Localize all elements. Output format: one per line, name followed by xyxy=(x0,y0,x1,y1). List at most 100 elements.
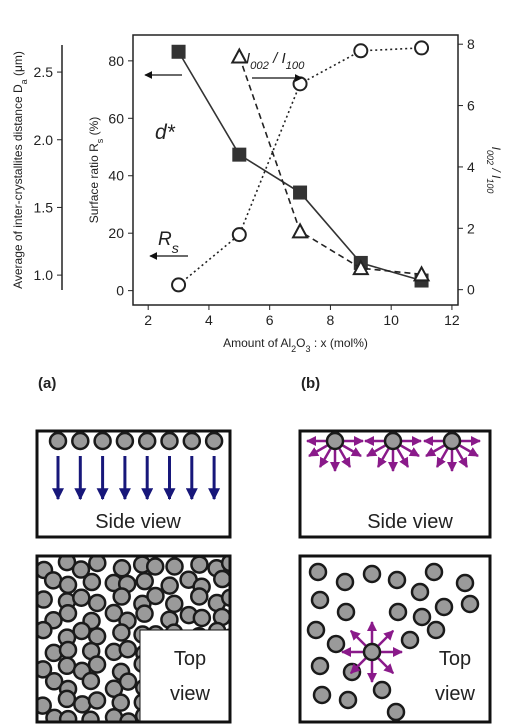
particle xyxy=(43,571,63,590)
y2-tick-label: 2 xyxy=(467,220,475,236)
particle xyxy=(338,690,358,710)
particle xyxy=(44,672,64,691)
particle xyxy=(145,557,165,576)
y-tick-label: 0 xyxy=(116,283,124,299)
series-label: d* xyxy=(155,121,176,144)
particle xyxy=(455,573,475,593)
x-axis-label-part: O xyxy=(296,336,305,350)
y3-axis-label-part: a xyxy=(19,79,29,84)
y2-axis-label-part: I xyxy=(489,147,503,151)
x-tick-label: 10 xyxy=(383,312,399,328)
particle xyxy=(58,640,78,660)
y3-tick-label: 2.0 xyxy=(34,132,54,148)
y2-axis-label-part: / I xyxy=(489,165,503,179)
marker-circle xyxy=(231,227,247,243)
series-line xyxy=(238,56,422,276)
particle xyxy=(112,559,132,578)
particle xyxy=(112,587,131,606)
particle xyxy=(335,572,355,592)
marker-square xyxy=(293,185,308,200)
top-view-label: Top xyxy=(439,648,471,670)
y3-axis-label-part: Average of inter-crystallites distance D xyxy=(11,84,25,289)
particle xyxy=(82,572,102,592)
particle xyxy=(410,582,430,602)
particle xyxy=(104,603,124,623)
series-label-part: R xyxy=(158,229,172,250)
y-tick-label: 80 xyxy=(108,53,124,69)
particle xyxy=(165,557,184,576)
particle xyxy=(239,608,255,624)
particle xyxy=(37,620,53,640)
particle xyxy=(93,431,112,451)
series-label-part: / I xyxy=(269,50,286,67)
x-tick-label: 8 xyxy=(327,312,335,328)
particle xyxy=(221,588,230,607)
particle xyxy=(73,695,92,714)
particle xyxy=(325,431,345,451)
diagrams: (a) (b) Side view Side view Top view Top view xyxy=(35,375,492,724)
particle xyxy=(387,570,407,590)
marker-triangle xyxy=(412,265,431,282)
series-label: Rs xyxy=(158,229,179,257)
y3-axis-label-part: (μm) xyxy=(11,51,25,79)
particle xyxy=(57,689,77,709)
particle xyxy=(111,693,130,712)
x-axis-label-part: : x (mol%) xyxy=(311,336,368,350)
x-tick-label: 2 xyxy=(144,312,152,328)
series-label: I002 / I100 xyxy=(246,50,305,72)
y2-axis-label: I002 / I100 xyxy=(485,147,503,194)
particle xyxy=(239,639,255,655)
series-label-part: 002 xyxy=(250,60,270,72)
plot-frame xyxy=(132,34,459,306)
x-axis-label-part: 2 xyxy=(291,344,296,354)
y2-tick-label: 6 xyxy=(467,98,475,114)
x-axis-label: Amount of Al2O3 : x (mol%) xyxy=(223,336,368,354)
marker-triangle xyxy=(352,259,370,276)
marker-circle xyxy=(414,40,430,56)
particle xyxy=(310,590,330,610)
particle xyxy=(190,587,209,606)
particle xyxy=(434,597,454,617)
particle xyxy=(412,607,432,627)
particle xyxy=(58,709,78,722)
top-view-frame xyxy=(35,554,232,724)
particle xyxy=(88,556,107,573)
y-axis-label-part: (%) xyxy=(87,117,101,139)
particle xyxy=(326,634,346,654)
particle xyxy=(460,594,480,614)
particle xyxy=(204,431,224,451)
y-tick-label: 60 xyxy=(108,110,124,126)
particle xyxy=(112,623,131,642)
particle xyxy=(48,431,68,451)
y3-axis-label: Average of inter-crystallites distance D… xyxy=(11,51,29,289)
marker-square xyxy=(232,147,247,162)
x-tick-label: 12 xyxy=(444,312,460,328)
particle xyxy=(118,639,138,659)
particle xyxy=(308,562,328,582)
x-axis-label-part: Amount of Al xyxy=(223,336,291,350)
particle xyxy=(135,604,154,623)
y2-axis-label-part: 002 xyxy=(485,150,495,165)
particle xyxy=(165,594,184,614)
particle xyxy=(424,562,444,582)
y2-tick-label: 8 xyxy=(467,36,475,52)
particle xyxy=(388,602,408,622)
particle xyxy=(312,685,332,705)
particles xyxy=(306,562,480,722)
side-view-box xyxy=(35,429,232,539)
series-label-part: 100 xyxy=(286,60,306,72)
particle xyxy=(306,620,326,640)
particle xyxy=(192,608,212,628)
marker-circle xyxy=(292,76,308,92)
particle xyxy=(58,604,78,623)
particle xyxy=(115,431,135,451)
particle xyxy=(146,586,165,606)
particle xyxy=(336,602,356,622)
series-label-part: d* xyxy=(155,121,176,144)
y3-tick-label: 2.5 xyxy=(34,64,54,80)
particle xyxy=(426,620,446,640)
particle xyxy=(57,656,77,676)
particle xyxy=(239,579,255,595)
particle xyxy=(310,656,330,676)
